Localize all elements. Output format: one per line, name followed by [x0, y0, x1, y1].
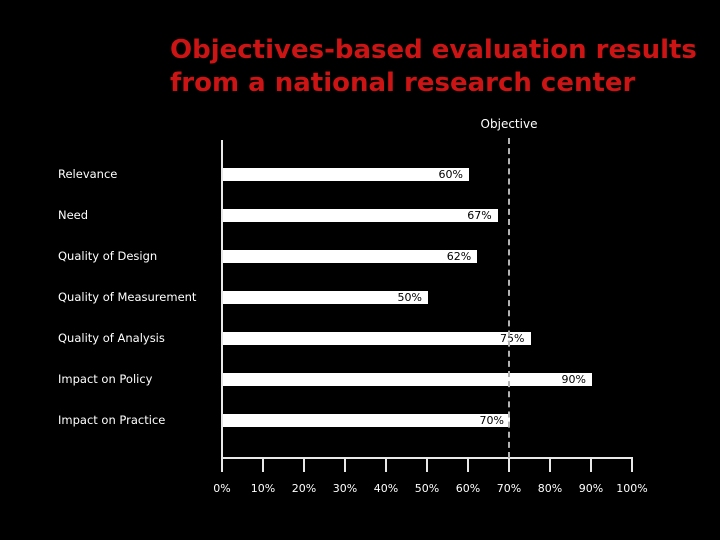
bar: 60% [223, 168, 469, 181]
category-label: Quality of Measurement [58, 290, 197, 304]
tick-label: 20% [291, 482, 317, 495]
category-label: Impact on Practice [58, 413, 166, 427]
tick-mark [262, 459, 264, 472]
tick-label: 10% [250, 482, 276, 495]
tick-mark [590, 459, 592, 472]
bar-value-label: 67% [467, 209, 492, 222]
tick-label: 100% [616, 482, 648, 495]
tick-mark [426, 459, 428, 472]
slide-title: Objectives-based evaluation results from… [170, 35, 697, 98]
objective-label: Objective [480, 117, 538, 131]
tick-mark [385, 459, 387, 472]
category-label: Need [58, 208, 89, 222]
tick-label: 50% [414, 482, 440, 495]
bar: 75% [223, 332, 531, 345]
tick-label: 90% [578, 482, 604, 495]
tick-label: 70% [496, 482, 522, 495]
bar-value-label: 90% [561, 373, 586, 386]
tick-label: 40% [373, 482, 399, 495]
tick-label: 30% [332, 482, 358, 495]
bar-value-label: 62% [446, 250, 472, 263]
tick-mark [631, 459, 633, 472]
x-axis-line [221, 457, 633, 459]
bar: 70% [223, 414, 510, 427]
bar: 50% [223, 291, 428, 304]
objective-reference-line [508, 138, 510, 458]
tick-mark [508, 459, 510, 472]
tick-mark [467, 459, 469, 472]
bar: 90% [223, 373, 592, 386]
bar: 62% [223, 250, 478, 263]
y-axis-line [221, 140, 223, 458]
tick-mark [344, 459, 346, 472]
category-label: Relevance [58, 167, 118, 181]
tick-label: 80% [537, 482, 563, 495]
bar: 67% [223, 209, 498, 222]
category-label: Impact on Policy [58, 372, 153, 386]
bar-value-label: 70% [479, 414, 504, 427]
category-label: Quality of Design [58, 249, 158, 263]
tick-mark [303, 459, 305, 472]
bar-value-label: 50% [397, 291, 422, 304]
bar-value-label: 75% [500, 332, 525, 345]
tick-label: 60% [455, 482, 481, 495]
tick-mark [221, 459, 223, 472]
bar-value-label: 60% [438, 168, 463, 181]
tick-mark [549, 459, 551, 472]
tick-label: 0% [213, 482, 231, 495]
category-label: Quality of Analysis [58, 331, 165, 345]
